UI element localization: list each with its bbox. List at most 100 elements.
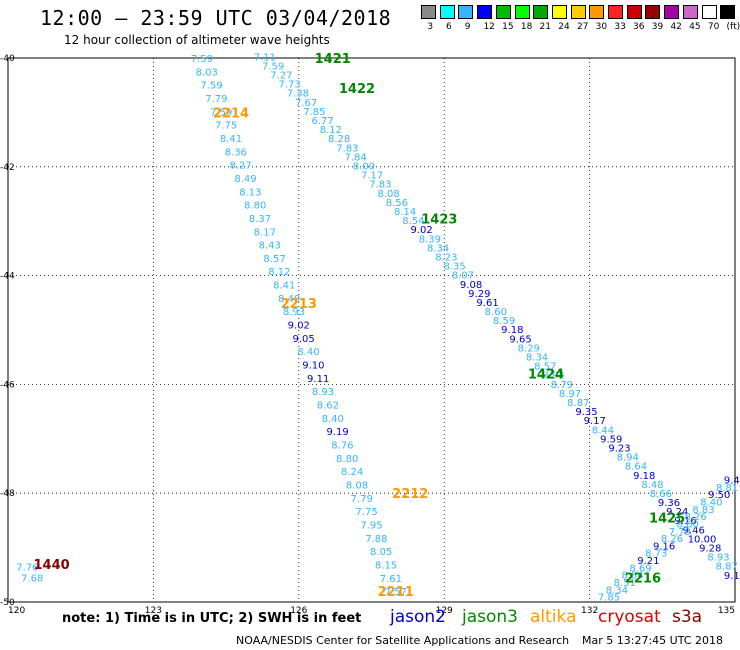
wave-height-label: 8.12 — [320, 125, 342, 136]
colorbar-label: 27 — [576, 22, 589, 32]
colorbar-swatch — [608, 5, 623, 19]
colorbar-label: 42 — [670, 22, 682, 32]
wave-height-label: 7.83 — [336, 143, 358, 154]
wave-height-label: 8.62 — [317, 401, 339, 412]
wave-height-label: 9.65 — [509, 334, 531, 345]
wave-height-label: 7.59 — [200, 81, 222, 92]
colorbar-label: 9 — [464, 22, 471, 32]
colorbar-label: 39 — [651, 22, 664, 32]
colorbar-swatch — [589, 5, 605, 19]
wave-height-label: 7.38 — [287, 89, 309, 100]
wave-height-label: 7.79 — [669, 527, 691, 538]
satellite-legend-cryosat: cryosat — [598, 607, 661, 627]
chart-title: 12:00 – 23:59 UTC 03/04/2018 — [40, 6, 392, 30]
wave-height-label: 8.40 — [297, 347, 319, 358]
x-tick-label: 135 — [718, 606, 735, 616]
wave-height-label: 7.11 — [254, 52, 276, 63]
wave-height-label: 8.34 — [526, 353, 548, 364]
wave-height-label: 8.00 — [353, 162, 375, 173]
wave-height-label: 7.83 — [369, 180, 391, 191]
colorbar-swatch — [533, 5, 549, 19]
footer-note: note: 1) Time is in UTC; 2) SWH is in fe… — [62, 611, 362, 626]
wave-height-label: 8.54 — [402, 216, 424, 227]
wave-height-label: 8.08 — [346, 480, 368, 491]
wave-height-label: 9.02 — [288, 321, 310, 332]
wave-height-label: 8.73 — [645, 549, 667, 560]
wave-height-label: 7.59 — [210, 107, 232, 118]
wave-height-label: 8.26 — [684, 512, 706, 523]
wave-height-label: 8.35 — [443, 262, 465, 273]
wave-height-label: 8.87 — [716, 562, 738, 573]
wave-height-label: 8.13 — [239, 187, 261, 198]
wave-height-label: 9.29 — [468, 289, 490, 300]
pass-time-label: 1422 — [339, 82, 375, 97]
colorbar-swatch — [495, 5, 511, 19]
wave-height-label: 8.93 — [283, 307, 305, 318]
wave-height-label: 8.44 — [592, 425, 614, 436]
pass-time-label: 2214 — [213, 106, 249, 121]
wave-height-label: 7.68 — [21, 574, 43, 585]
wave-height-label: 9.10 — [302, 361, 324, 372]
wave-height-label: 8.83 — [692, 505, 714, 516]
credit-text: NOAA/NESDIS Center for Satellite Applica… — [236, 634, 570, 647]
colorbar-label: 21 — [539, 22, 551, 32]
colorbar-swatch — [701, 5, 717, 19]
wave-height-label: 9.36 — [658, 498, 680, 509]
wave-height-label: 9.24 — [666, 507, 688, 518]
satellite-legend-jason2: jason2 — [390, 607, 446, 627]
pass-time-label: 1425 — [649, 512, 685, 527]
satellite-legend-jason3: jason3 — [462, 607, 518, 627]
wave-height-label: 8.92 — [542, 371, 564, 382]
wave-height-label: 7.17 — [361, 171, 383, 182]
wave-height-label: 9.18 — [501, 325, 523, 336]
wave-height-label: 8.34 — [427, 243, 449, 254]
wave-height-label: 8.41 — [273, 281, 295, 292]
colorbar-swatch — [551, 5, 567, 19]
wave-height-label: 8.57 — [534, 362, 556, 373]
wave-height-label: 9.61 — [476, 298, 498, 309]
wave-height-label: 10.00 — [688, 534, 717, 545]
pass-time-label: 1440 — [34, 558, 70, 573]
wave-height-label: 7.57 — [385, 587, 407, 598]
wave-height-label: 9.05 — [293, 334, 315, 345]
colorbar-label: 70 — [707, 22, 720, 32]
pass-time-label: 1421 — [315, 52, 351, 67]
wave-height-label: 8.07 — [452, 271, 474, 282]
wave-height-label: 7.59 — [262, 61, 284, 72]
wave-height-label: 9.46 — [683, 525, 705, 536]
wave-height-label: 8.48 — [641, 480, 663, 491]
wave-height-label: 8.66 — [650, 489, 672, 500]
wave-height-label: 8.64 — [625, 462, 647, 473]
wave-height-label: 8.84 — [621, 571, 643, 582]
wave-height-label: 8.79 — [551, 380, 573, 391]
wave-height-label: 8.27 — [230, 161, 252, 172]
colorbar-label: 36 — [633, 22, 645, 32]
wave-height-label: 7.75 — [215, 121, 237, 132]
wave-height-label: 8.43 — [259, 241, 281, 252]
wave-height-label: 9.23 — [608, 443, 630, 454]
colorbar-swatch — [570, 5, 586, 19]
wave-height-label: 8.40 — [322, 414, 344, 425]
wave-height-label: 8.05 — [370, 547, 392, 558]
wave-height-label: 7.85 — [303, 107, 325, 118]
colorbar-swatch — [421, 5, 436, 19]
satellite-legend-s3a: s3a — [672, 607, 703, 627]
wave-height-label: 9.08 — [460, 280, 482, 291]
y-tick-label: -42 — [0, 163, 15, 173]
wave-height-label: 9.42 — [724, 476, 740, 487]
wave-height-label: 9.35 — [575, 407, 597, 418]
wave-height-label: 8.37 — [249, 214, 271, 225]
y-tick-label: -44 — [0, 272, 15, 282]
wave-height-label: 8.76 — [331, 441, 353, 452]
colorbar-swatch — [439, 5, 455, 19]
wave-height-label: 8.39 — [419, 234, 441, 245]
wave-height-label: 8.29 — [518, 343, 540, 354]
x-tick-label: 120 — [8, 606, 25, 616]
wave-height-label: 8.80 — [336, 454, 358, 465]
wave-height-label: 7.84 — [344, 152, 366, 163]
wave-height-label: 9.18 — [633, 471, 655, 482]
wave-height-label: 9.59 — [600, 434, 622, 445]
x-tick-label: 129 — [436, 606, 453, 616]
colorbar-label: 18 — [520, 22, 533, 32]
wave-height-label: 7.59 — [191, 54, 213, 65]
